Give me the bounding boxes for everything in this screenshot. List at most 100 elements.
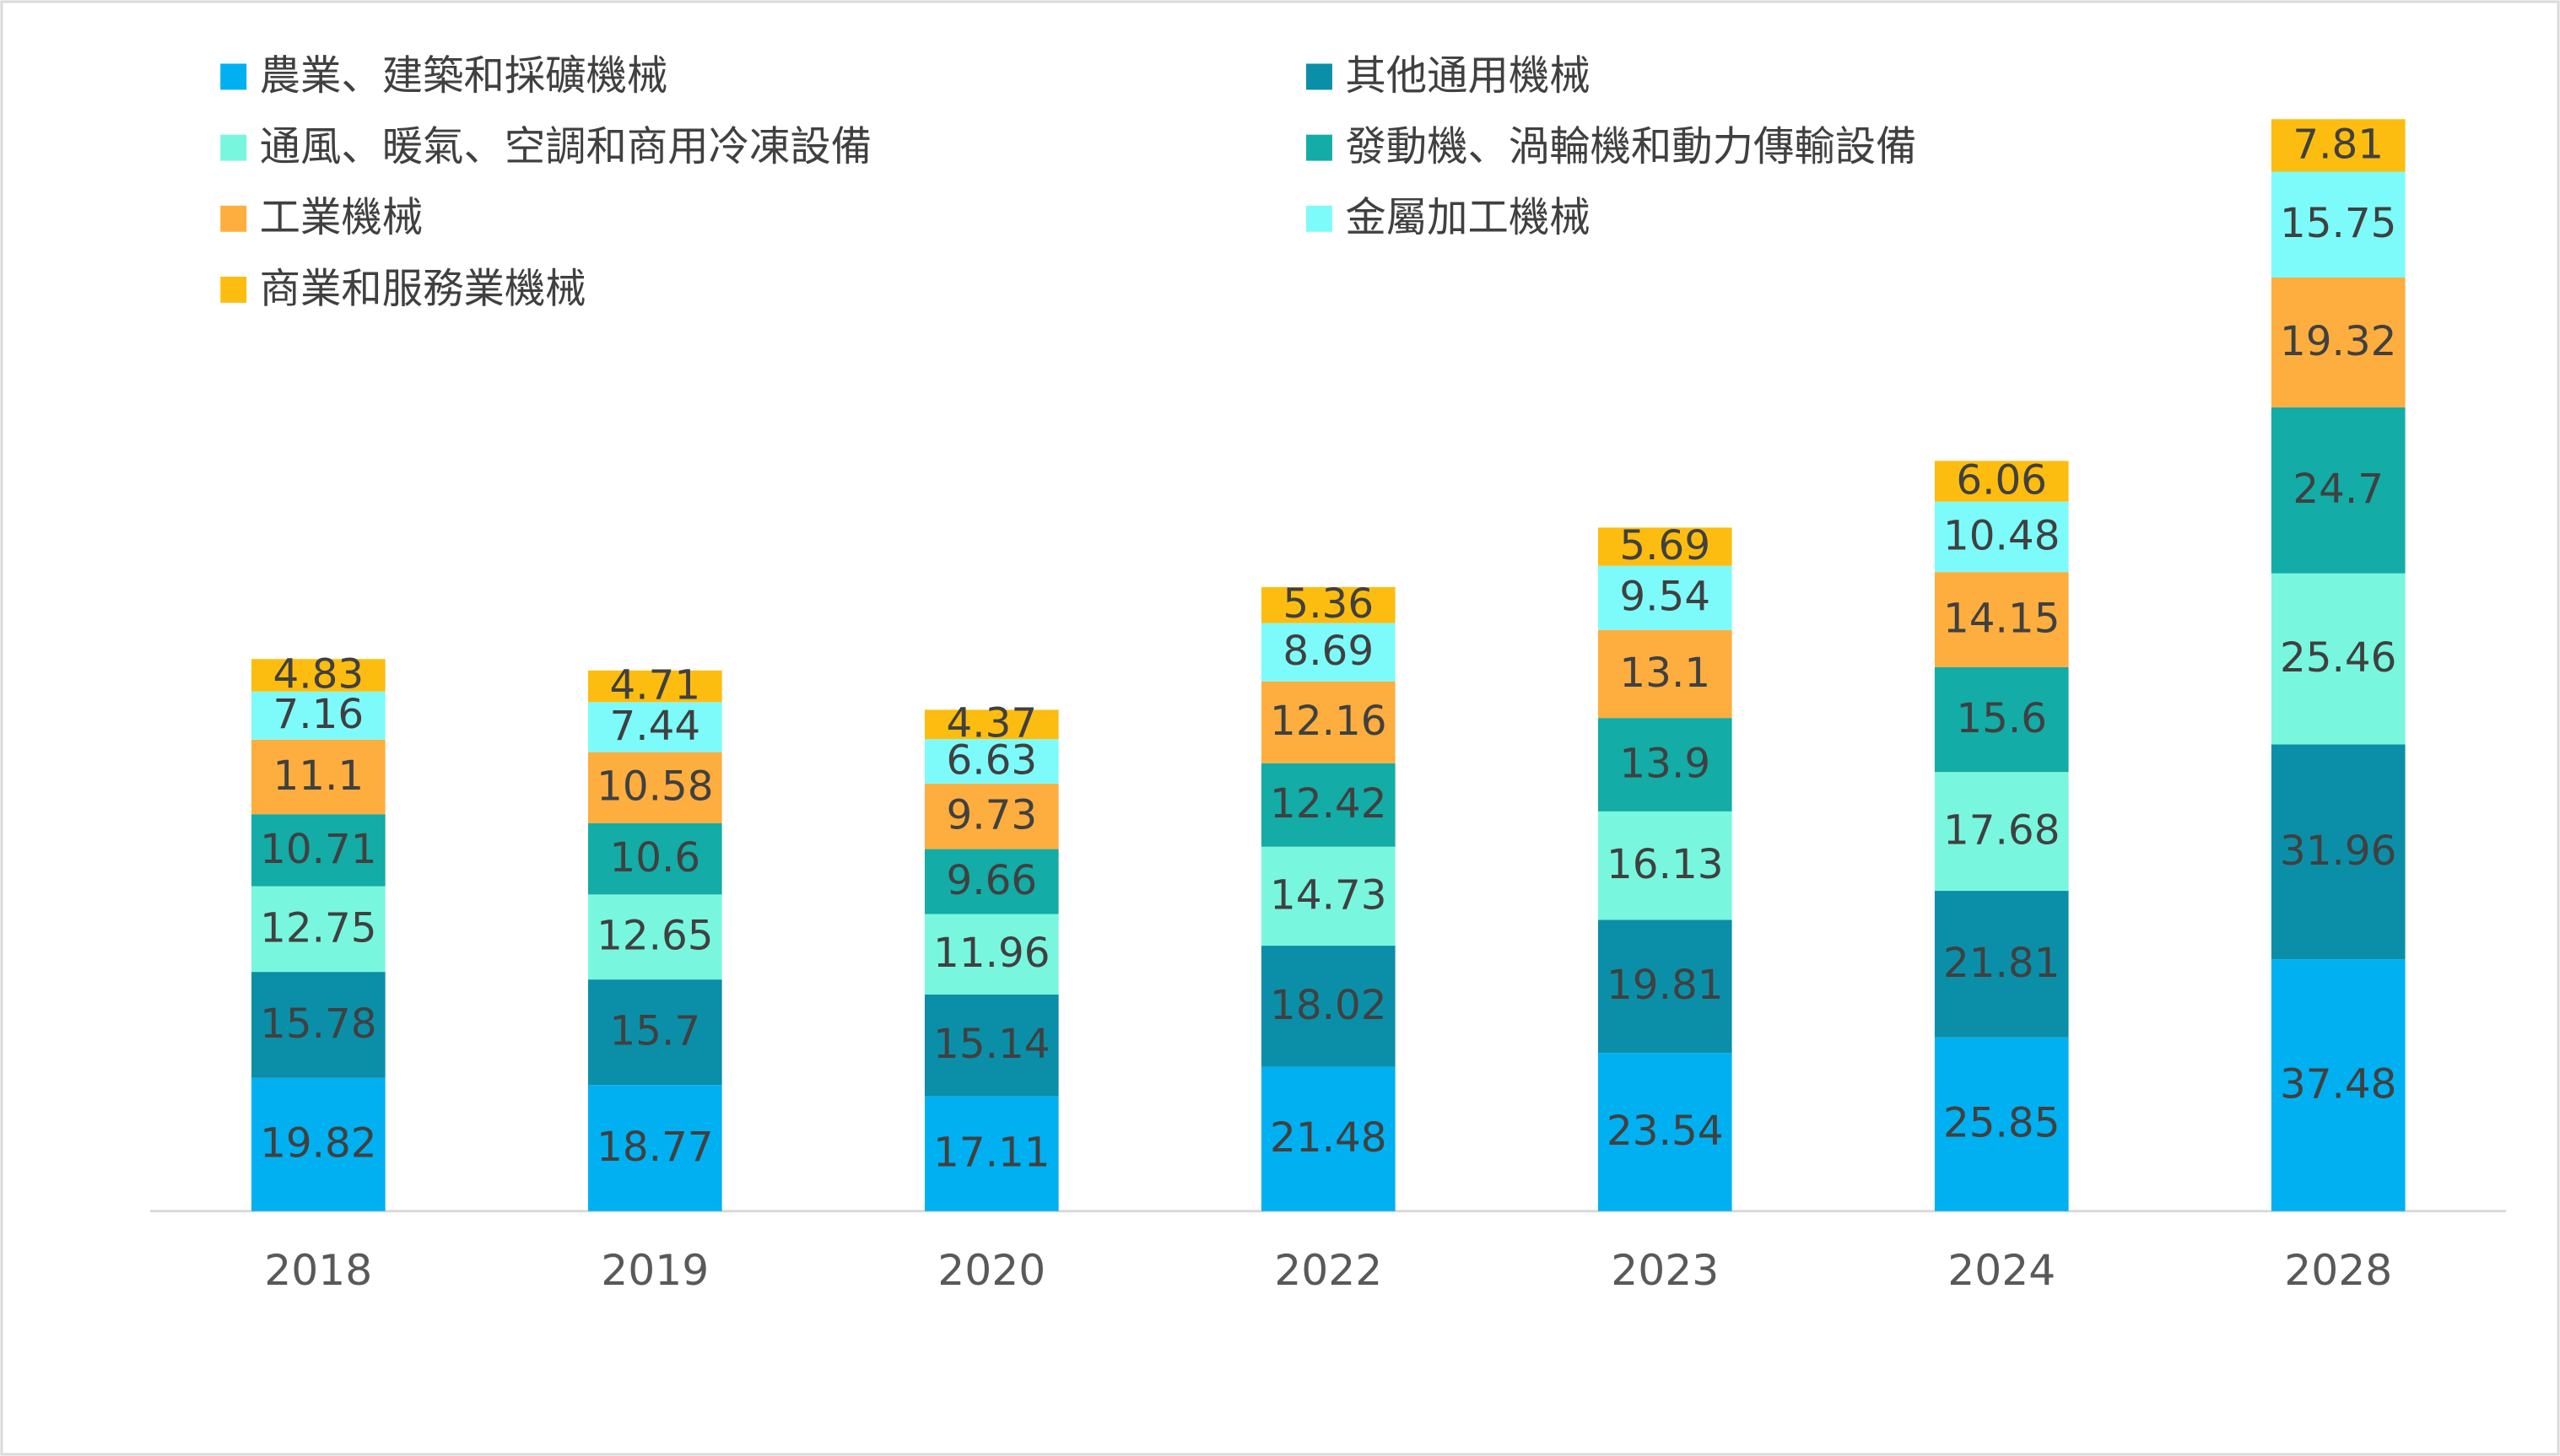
data-label: 15.75 — [2280, 200, 2396, 247]
bar-segment — [2271, 119, 2406, 172]
bar-segment — [1597, 629, 1732, 719]
bar-segment — [587, 979, 722, 1086]
data-label: 19.32 — [2280, 318, 2396, 365]
data-label: 12.75 — [260, 904, 376, 952]
data-label: 25.85 — [1943, 1100, 2060, 1147]
data-label: 19.82 — [260, 1120, 376, 1167]
data-label: 12.42 — [1270, 780, 1386, 828]
data-label: 25.46 — [2280, 634, 2396, 682]
bar-segment — [1261, 586, 1396, 623]
x-tick-label: 2024 — [1947, 1245, 2055, 1295]
bar-segment — [587, 822, 722, 895]
data-label: 12.65 — [597, 913, 713, 960]
legend-swatch — [220, 134, 247, 161]
legend-label: 其他通用機械 — [1345, 52, 1590, 100]
legend-swatch — [1305, 63, 1332, 90]
data-label: 19.81 — [1607, 962, 1723, 1009]
data-label: 11.1 — [273, 752, 364, 800]
x-tick-label: 2018 — [264, 1245, 372, 1295]
bar-segment — [251, 1077, 386, 1211]
bar-segment — [924, 994, 1059, 1097]
bar-segment — [1261, 946, 1396, 1067]
legend-swatch — [1305, 134, 1332, 161]
bar-segment — [1597, 527, 1732, 566]
bar-segment — [2271, 573, 2406, 745]
data-label: 21.48 — [1270, 1114, 1386, 1162]
bar-segment — [924, 914, 1059, 995]
bar-segment — [251, 739, 386, 815]
bar-segment — [1597, 919, 1732, 1054]
bar-segment — [1597, 718, 1732, 812]
bar-segment — [924, 739, 1059, 785]
data-label: 4.71 — [609, 661, 700, 709]
data-label: 15.14 — [933, 1021, 1050, 1068]
bar-segment — [1934, 1037, 2069, 1211]
bar-segment — [2271, 171, 2406, 278]
legend-swatch — [1305, 205, 1332, 232]
x-tick-label: 2020 — [937, 1245, 1045, 1295]
bar-segment — [1934, 772, 2069, 892]
bar-segment — [1597, 811, 1732, 920]
legend-label: 農業、建築和採礦機械 — [260, 52, 668, 100]
bar-segment — [1934, 501, 2069, 573]
data-label: 15.6 — [1956, 695, 2047, 742]
bar-segment — [587, 670, 722, 703]
data-label: 5.36 — [1283, 580, 1374, 628]
legend-swatch — [220, 276, 247, 303]
x-tick-label: 2028 — [2284, 1245, 2392, 1295]
bar-segment — [251, 814, 386, 887]
bar-segment — [251, 886, 386, 973]
bar-segment — [587, 1085, 722, 1211]
data-label: 12.16 — [1270, 698, 1386, 745]
data-label: 9.54 — [1619, 574, 1710, 621]
data-label: 31.96 — [2280, 828, 2396, 875]
data-label: 15.78 — [260, 1000, 376, 1048]
bar-segment — [1261, 846, 1396, 946]
bar-segment — [924, 709, 1059, 740]
bar-segment — [1597, 1053, 1732, 1211]
bar-segment — [1934, 461, 2069, 502]
data-label: 9.73 — [946, 792, 1037, 839]
x-tick-label: 2022 — [1274, 1245, 1382, 1295]
legend-label: 通風、暖氣、空調和商用冷凍設備 — [260, 123, 872, 170]
data-label: 6.63 — [946, 737, 1037, 785]
bar-segment — [1261, 623, 1396, 682]
data-label: 14.15 — [1943, 595, 2060, 642]
data-label: 10.58 — [597, 763, 713, 811]
bar-segment — [2271, 959, 2406, 1211]
data-label: 10.6 — [609, 834, 700, 882]
legend-label: 商業和服務業機械 — [260, 265, 586, 312]
bar-segment — [924, 1096, 1059, 1211]
legend-label: 金屬加工機械 — [1345, 194, 1590, 241]
data-label: 37.48 — [2280, 1060, 2396, 1108]
data-label: 16.13 — [1607, 841, 1723, 888]
bar-segment — [2271, 407, 2406, 574]
bar-segment — [587, 752, 722, 823]
bar-segment — [251, 659, 386, 692]
bar-segment — [251, 972, 386, 1078]
data-label: 21.81 — [1943, 940, 2060, 987]
bar-segment — [2271, 277, 2406, 407]
data-label: 10.48 — [1943, 512, 2060, 559]
data-label: 15.7 — [609, 1008, 700, 1055]
bar-segment — [1597, 565, 1732, 630]
legend-swatch — [220, 205, 247, 232]
data-label: 7.44 — [609, 703, 700, 750]
data-label: 5.69 — [1619, 522, 1710, 569]
data-label: 13.1 — [1619, 650, 1710, 697]
data-label: 4.83 — [273, 650, 364, 698]
data-label: 7.81 — [2293, 121, 2384, 168]
bar-segment — [1261, 681, 1396, 763]
bar-segment — [587, 702, 722, 752]
data-label: 17.11 — [933, 1130, 1050, 1177]
data-label: 24.7 — [2293, 466, 2384, 513]
data-label: 10.71 — [260, 826, 376, 873]
bar-segment — [587, 894, 722, 980]
data-label: 14.73 — [1270, 871, 1386, 919]
data-label: 7.16 — [273, 691, 364, 738]
legend-label: 發動機、渦輪機和動力傳輸設備 — [1345, 123, 1916, 170]
data-label: 18.02 — [1270, 982, 1386, 1029]
bar-segment — [1934, 666, 2069, 773]
data-label: 11.96 — [933, 930, 1050, 977]
